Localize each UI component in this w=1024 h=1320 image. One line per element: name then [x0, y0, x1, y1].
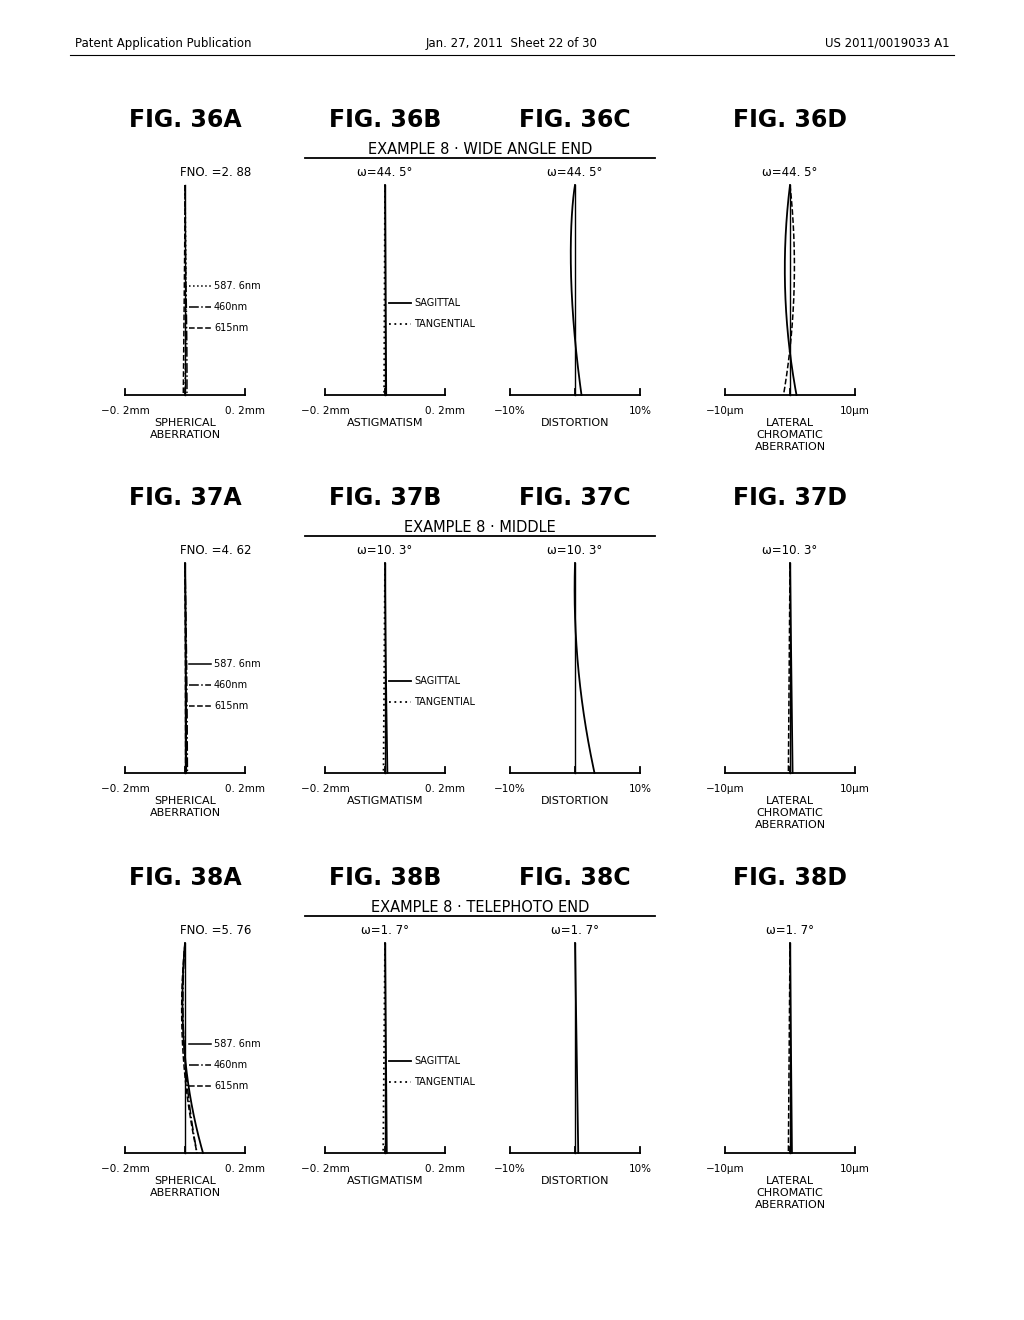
Text: EXAMPLE 8 · WIDE ANGLE END: EXAMPLE 8 · WIDE ANGLE END	[368, 143, 592, 157]
Text: FIG. 38B: FIG. 38B	[329, 866, 441, 890]
Text: FNO. =5. 76: FNO. =5. 76	[180, 924, 251, 936]
Text: ASTIGMATISM: ASTIGMATISM	[347, 1176, 423, 1185]
Text: FIG. 36C: FIG. 36C	[519, 108, 631, 132]
Text: ABERRATION: ABERRATION	[150, 430, 220, 440]
Text: −10μm: −10μm	[706, 1164, 744, 1173]
Text: −10μm: −10μm	[706, 407, 744, 416]
Text: LATERAL: LATERAL	[766, 796, 814, 807]
Text: CHROMATIC: CHROMATIC	[757, 808, 823, 818]
Text: ω=1. 7°: ω=1. 7°	[361, 924, 409, 936]
Text: TANGENTIAL: TANGENTIAL	[414, 1077, 475, 1086]
Text: −10%: −10%	[495, 407, 526, 416]
Text: 615nm: 615nm	[214, 1081, 248, 1090]
Text: ω=1. 7°: ω=1. 7°	[766, 924, 814, 936]
Text: CHROMATIC: CHROMATIC	[757, 430, 823, 440]
Text: FNO. =2. 88: FNO. =2. 88	[180, 165, 251, 178]
Text: SPHERICAL: SPHERICAL	[154, 418, 216, 428]
Text: 587. 6nm: 587. 6nm	[214, 659, 261, 669]
Text: ω=10. 3°: ω=10. 3°	[763, 544, 817, 557]
Text: 10μm: 10μm	[840, 1164, 870, 1173]
Text: FNO. =4. 62: FNO. =4. 62	[180, 544, 252, 557]
Text: FIG. 36B: FIG. 36B	[329, 108, 441, 132]
Text: ω=44. 5°: ω=44. 5°	[547, 165, 603, 178]
Text: ω=1. 7°: ω=1. 7°	[551, 924, 599, 936]
Text: ASTIGMATISM: ASTIGMATISM	[347, 418, 423, 428]
Text: −0. 2mm: −0. 2mm	[301, 784, 349, 795]
Text: FIG. 37B: FIG. 37B	[329, 486, 441, 510]
Text: DISTORTION: DISTORTION	[541, 796, 609, 807]
Text: ABERRATION: ABERRATION	[755, 442, 825, 451]
Text: LATERAL: LATERAL	[766, 1176, 814, 1185]
Text: −0. 2mm: −0. 2mm	[100, 407, 150, 416]
Text: SPHERICAL: SPHERICAL	[154, 1176, 216, 1185]
Text: SAGITTAL: SAGITTAL	[414, 1056, 460, 1065]
Text: 0. 2mm: 0. 2mm	[425, 784, 465, 795]
Text: 587. 6nm: 587. 6nm	[214, 1039, 261, 1049]
Text: 10%: 10%	[629, 1164, 651, 1173]
Text: 615nm: 615nm	[214, 701, 248, 710]
Text: 0. 2mm: 0. 2mm	[225, 784, 265, 795]
Text: FIG. 36D: FIG. 36D	[733, 108, 847, 132]
Text: LATERAL: LATERAL	[766, 418, 814, 428]
Text: FIG. 36A: FIG. 36A	[129, 108, 242, 132]
Text: 0. 2mm: 0. 2mm	[225, 407, 265, 416]
Text: 460nm: 460nm	[214, 1060, 248, 1069]
Text: CHROMATIC: CHROMATIC	[757, 1188, 823, 1199]
Text: ASTIGMATISM: ASTIGMATISM	[347, 796, 423, 807]
Text: FIG. 37A: FIG. 37A	[129, 486, 242, 510]
Text: −10%: −10%	[495, 784, 526, 795]
Text: ABERRATION: ABERRATION	[755, 1200, 825, 1210]
Text: 460nm: 460nm	[214, 302, 248, 312]
Text: SAGITTAL: SAGITTAL	[414, 297, 460, 308]
Text: ABERRATION: ABERRATION	[150, 808, 220, 818]
Text: SPHERICAL: SPHERICAL	[154, 796, 216, 807]
Text: DISTORTION: DISTORTION	[541, 1176, 609, 1185]
Text: 0. 2mm: 0. 2mm	[425, 1164, 465, 1173]
Text: 0. 2mm: 0. 2mm	[225, 1164, 265, 1173]
Text: Patent Application Publication: Patent Application Publication	[75, 37, 252, 49]
Text: 10%: 10%	[629, 784, 651, 795]
Text: −0. 2mm: −0. 2mm	[100, 784, 150, 795]
Text: 10%: 10%	[629, 407, 651, 416]
Text: ABERRATION: ABERRATION	[755, 820, 825, 830]
Text: ω=10. 3°: ω=10. 3°	[548, 544, 603, 557]
Text: −0. 2mm: −0. 2mm	[100, 1164, 150, 1173]
Text: FIG. 38C: FIG. 38C	[519, 866, 631, 890]
Text: 615nm: 615nm	[214, 323, 248, 333]
Text: −10%: −10%	[495, 1164, 526, 1173]
Text: −0. 2mm: −0. 2mm	[301, 1164, 349, 1173]
Text: 587. 6nm: 587. 6nm	[214, 281, 261, 290]
Text: 10μm: 10μm	[840, 407, 870, 416]
Text: ω=44. 5°: ω=44. 5°	[762, 165, 818, 178]
Text: 0. 2mm: 0. 2mm	[425, 407, 465, 416]
Text: DISTORTION: DISTORTION	[541, 418, 609, 428]
Text: FIG. 38A: FIG. 38A	[129, 866, 242, 890]
Text: EXAMPLE 8 · TELEPHOTO END: EXAMPLE 8 · TELEPHOTO END	[371, 900, 589, 916]
Text: −0. 2mm: −0. 2mm	[301, 407, 349, 416]
Text: 460nm: 460nm	[214, 680, 248, 690]
Text: SAGITTAL: SAGITTAL	[414, 676, 460, 685]
Text: TANGENTIAL: TANGENTIAL	[414, 697, 475, 706]
Text: EXAMPLE 8 · MIDDLE: EXAMPLE 8 · MIDDLE	[404, 520, 556, 536]
Text: FIG. 37C: FIG. 37C	[519, 486, 631, 510]
Text: FIG. 38D: FIG. 38D	[733, 866, 847, 890]
Text: Jan. 27, 2011  Sheet 22 of 30: Jan. 27, 2011 Sheet 22 of 30	[426, 37, 598, 49]
Text: ω=10. 3°: ω=10. 3°	[357, 544, 413, 557]
Text: FIG. 37D: FIG. 37D	[733, 486, 847, 510]
Text: US 2011/0019033 A1: US 2011/0019033 A1	[825, 37, 950, 49]
Text: ω=44. 5°: ω=44. 5°	[357, 165, 413, 178]
Text: ABERRATION: ABERRATION	[150, 1188, 220, 1199]
Text: 10μm: 10μm	[840, 784, 870, 795]
Text: TANGENTIAL: TANGENTIAL	[414, 318, 475, 329]
Text: −10μm: −10μm	[706, 784, 744, 795]
